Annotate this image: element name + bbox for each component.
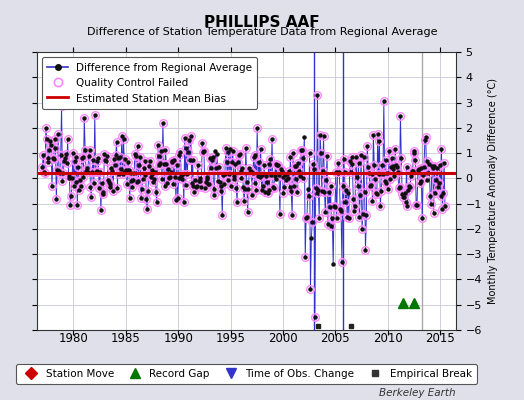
Y-axis label: Monthly Temperature Anomaly Difference (°C): Monthly Temperature Anomaly Difference (… <box>488 78 498 304</box>
Text: 1995: 1995 <box>215 332 246 344</box>
Text: 2015: 2015 <box>425 332 455 344</box>
Text: 2000: 2000 <box>268 332 298 344</box>
Text: Difference of Station Temperature Data from Regional Average: Difference of Station Temperature Data f… <box>87 26 437 37</box>
Legend: Station Move, Record Gap, Time of Obs. Change, Empirical Break: Station Move, Record Gap, Time of Obs. C… <box>16 364 477 384</box>
Text: 2005: 2005 <box>321 332 350 344</box>
Legend: Difference from Regional Average, Quality Control Failed, Estimated Station Mean: Difference from Regional Average, Qualit… <box>42 57 257 109</box>
Text: 1990: 1990 <box>163 332 193 344</box>
Text: Berkeley Earth: Berkeley Earth <box>379 388 456 398</box>
Text: 1985: 1985 <box>111 332 140 344</box>
Text: PHILLIPS AAF: PHILLIPS AAF <box>204 15 320 30</box>
Text: 1980: 1980 <box>59 332 88 344</box>
Text: 2010: 2010 <box>373 332 402 344</box>
